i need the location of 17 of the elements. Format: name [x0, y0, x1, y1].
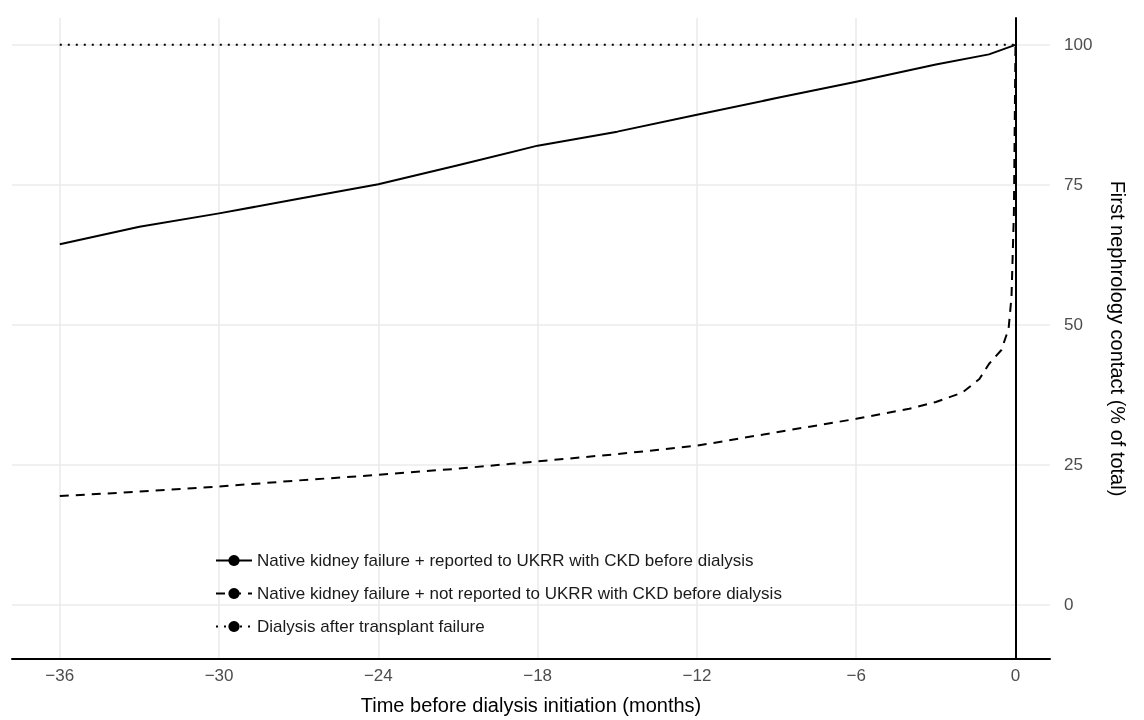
y-tick-label: 50 [1064, 315, 1083, 335]
x-axis-title: Time before dialysis initiation (months) [360, 694, 702, 716]
legend-label: Native kidney failure + reported to UKRR with CKD before dialysis [257, 551, 754, 570]
x-tick-label: −36 [45, 666, 75, 685]
x-tick-label: −18 [523, 666, 553, 685]
y-tick-label: 100 [1064, 35, 1093, 55]
legend-label: Native kidney failure + not reported to UKRR with CKD before dialysis [257, 584, 782, 603]
y-tick-label: 0 [1064, 595, 1074, 615]
y-tick-label: 75 [1064, 175, 1083, 195]
x-tick-label: −12 [682, 666, 712, 685]
y-tick-label: 25 [1064, 455, 1083, 475]
x-tick-label: −6 [846, 666, 866, 685]
y-axis-title: First nephrology contact (% of total) [1107, 180, 1129, 497]
x-tick-label: −30 [204, 666, 234, 685]
legend-label: Dialysis after transplant failure [257, 617, 485, 636]
x-tick-label: −24 [363, 666, 393, 685]
x-tick-label: 0 [1010, 666, 1021, 685]
